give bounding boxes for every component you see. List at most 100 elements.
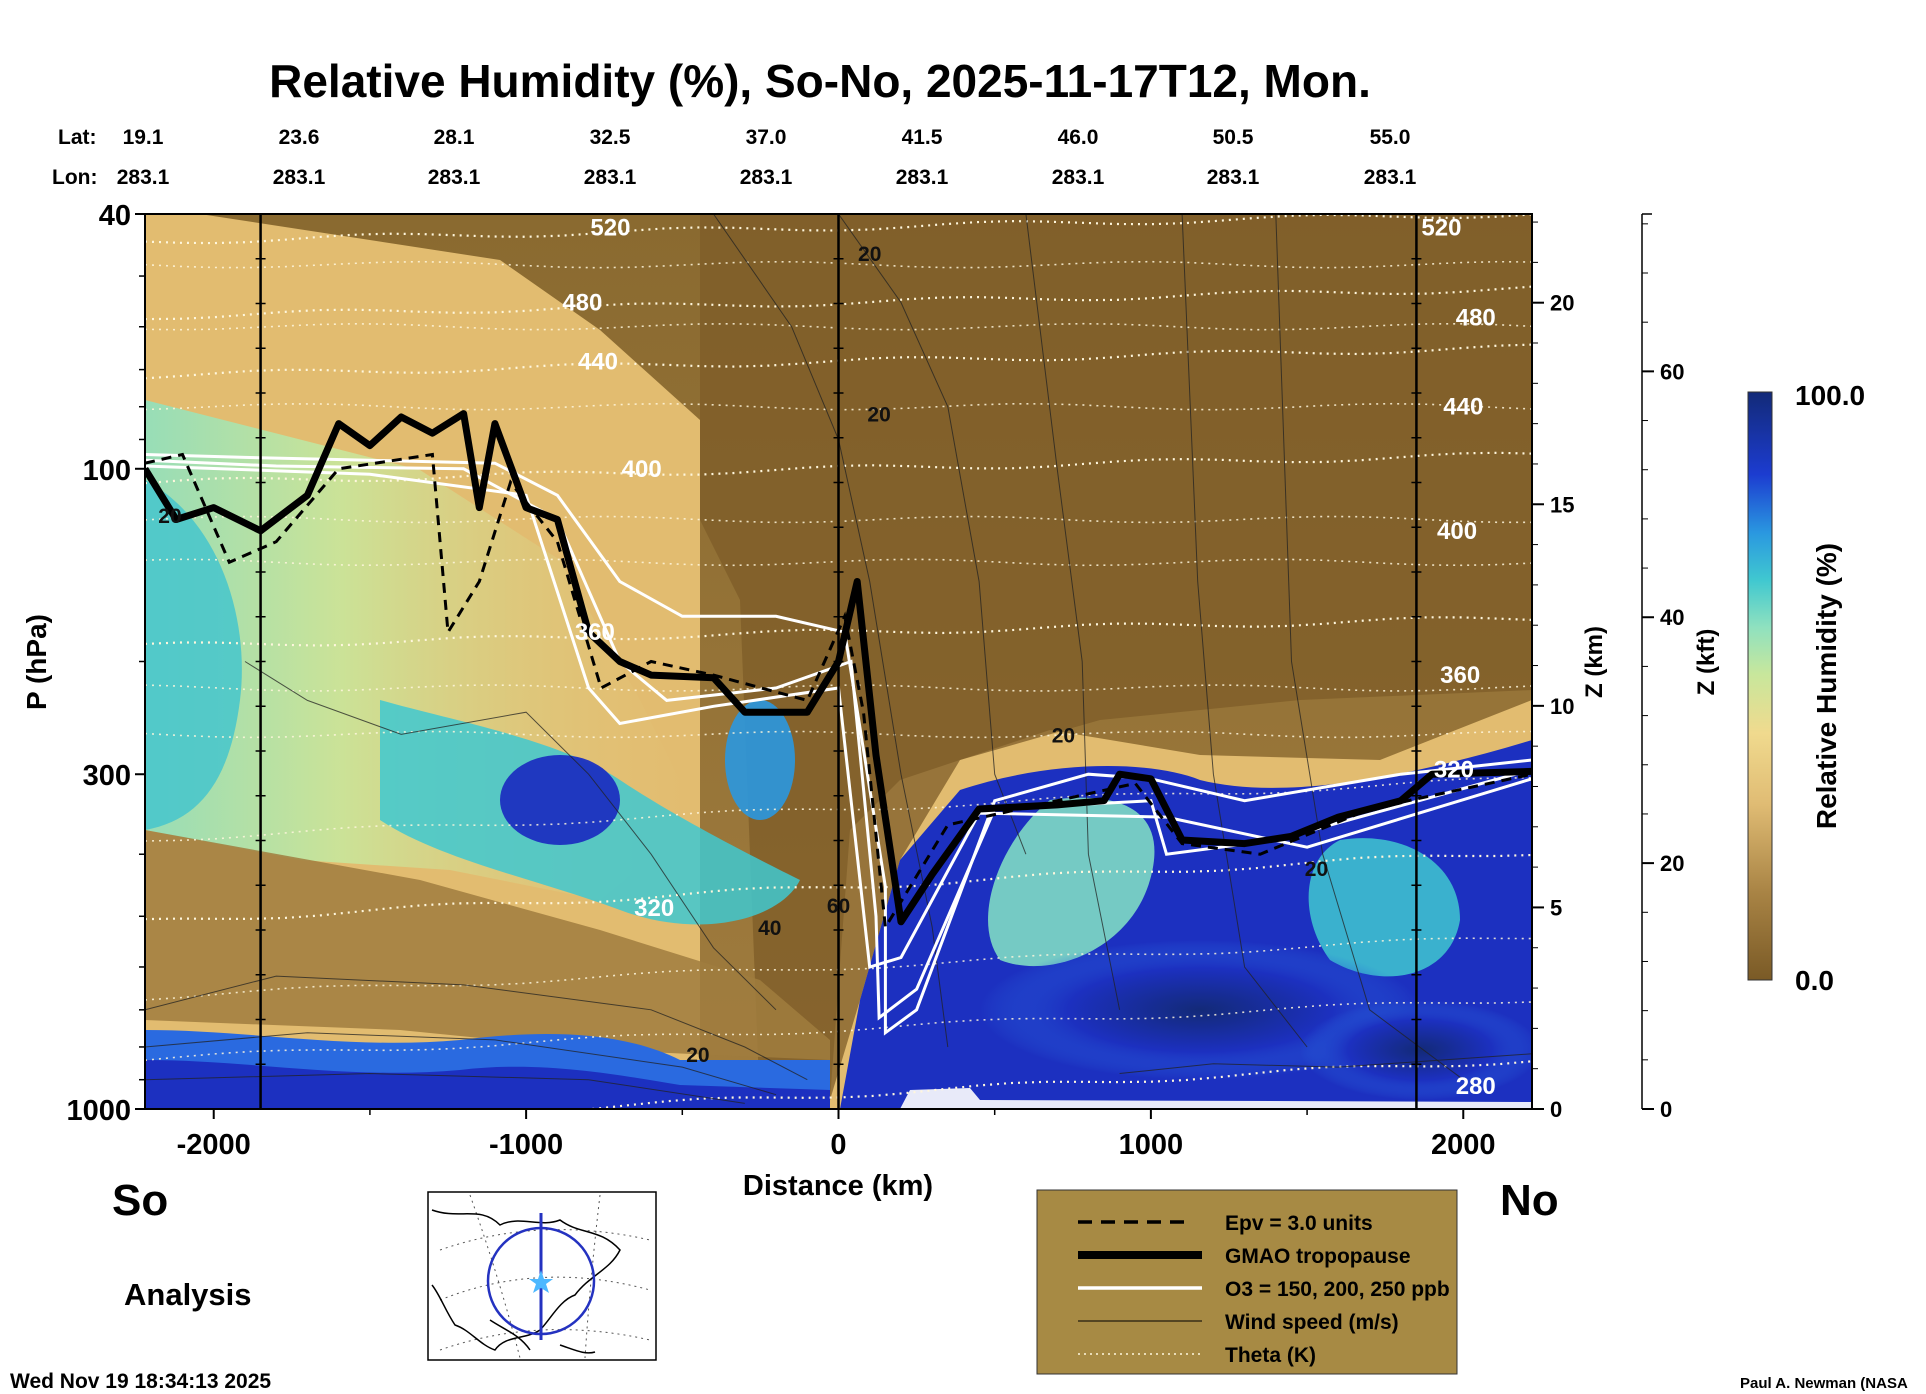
wind-contour [1119,1053,1532,1074]
south-label: So [112,1176,168,1225]
y-tick-label: 40 [99,200,131,232]
rh-field-blue-blob-2 [725,700,795,820]
colorbar-title: Relative Humidity (%) [1811,543,1842,829]
lon-value: 283.1 [273,166,326,189]
wind-contour [713,214,949,1048]
x-tick-label: -2000 [177,1129,251,1161]
epv-contour [145,452,1532,932]
wind-contour [1181,214,1308,1048]
x-tick-label: 0 [830,1129,846,1161]
lon-value: 283.1 [896,166,949,189]
lat-value: 55.0 [1370,126,1411,149]
colorbar [1747,391,1773,981]
z-kft-tick-label: 60 [1660,359,1684,384]
lat-lon-header: Lat: Lon: 19.1 23.6 28.1 32.5 37.0 41.5 46.0 50.5… [52,126,1417,189]
lon-value: 283.1 [1052,166,1105,189]
theta-label: 360 [1440,662,1480,689]
z-km-tick-label: 0 [1550,1097,1562,1122]
theta-label: 480 [562,290,602,317]
wind-contour [145,1072,745,1104]
rh-field-north-surface-white [900,1088,1532,1109]
timestamp: Wed Nov 19 18:34:13 2025 [10,1370,271,1393]
analysis-label: Analysis [124,1277,252,1312]
lat-value: 23.6 [279,126,320,149]
inset-map [427,1191,657,1361]
rh-field-blue-blob-1 [500,755,620,845]
z-km-tick-label: 20 [1550,291,1574,316]
epv-line [145,452,1532,932]
x-tick-label: 1000 [1119,1129,1184,1161]
lat-value: 32.5 [590,126,631,149]
wind-contour [1025,214,1121,1010]
z-km-tick-label: 5 [1550,895,1562,920]
lat-label: Lat: [58,126,97,149]
theta-label: 280 [1456,1073,1496,1100]
lon-value: 283.1 [740,166,793,189]
plot-area: 520 480 440 400 360 320 520 480 440 400 360 320 280 2… [145,214,1532,1109]
legend-label-ozone: O3 = 150, 200, 250 ppb [1225,1278,1450,1301]
lon-value: 283.1 [117,166,170,189]
colorbar-min-label: 0.0 [1795,965,1834,996]
rh-field-left-cyan [145,480,242,830]
legend-label-theta: Theta (K) [1225,1344,1316,1367]
theta-label: 320 [1434,757,1474,784]
lat-value: 37.0 [746,126,787,149]
rh-field-north-dark-2 [1300,1000,1532,1100]
lon-value: 283.1 [1364,166,1417,189]
y-axis: 40 100 300 1000 [66,200,145,1127]
theta-label: 360 [575,619,615,646]
credit: Paul A. Newman (NASA [1740,1375,1908,1392]
chart-title: Relative Humidity (%), So-No, 2025-11-17… [269,55,1371,107]
theta-label: 520 [590,215,630,242]
wind-contour [838,214,1027,855]
theta-label: 440 [1443,394,1483,421]
theta-label: 440 [578,349,618,376]
lat-value: 19.1 [123,126,164,149]
tropopause-path [145,410,1532,926]
rh-field-upper-dark [700,214,1532,1109]
z-km-axis: 20 15 10 5 0 [1531,214,1574,1122]
wind-label: 20 [1052,724,1075,747]
theta-label: 400 [622,456,662,483]
z-km-tick-label: 15 [1550,492,1574,517]
z-kft-tick-label: 40 [1660,605,1684,630]
wind-contour [244,661,777,1011]
y-axis-label: P (hPa) [21,614,52,710]
z-kft-axis: 60 40 20 0 [1641,213,1684,1122]
lon-value: 283.1 [584,166,637,189]
z-kft-axis-label: Z (kft) [1693,629,1720,696]
x-axis-label: Distance (km) [743,1170,933,1202]
wind-label: 40 [758,917,781,940]
y-tick-label: 100 [83,455,131,487]
theta-label: 520 [1421,215,1461,242]
legend-label-tropopause: GMAO tropopause [1225,1245,1411,1268]
wind-label: 20 [867,404,890,427]
lat-value: 41.5 [902,126,943,149]
wind-label: 20 [686,1044,709,1067]
map-center-star-icon [529,1270,553,1293]
z-km-tick-label: 10 [1550,694,1574,719]
lat-value: 28.1 [434,126,475,149]
wind-contour [145,1032,777,1096]
z-km-axis-label: Z (km) [1581,626,1608,698]
wind-label: 20 [1305,858,1328,881]
vertical-reference-lines [255,214,1422,1109]
rh-field-north-cyan-2 [1308,838,1460,977]
lat-value: 50.5 [1213,126,1254,149]
theta-label: 320 [634,895,674,922]
wind-contour [1275,214,1464,1081]
map-coastline [431,1209,621,1354]
north-label: No [1500,1176,1559,1225]
lat-value: 46.0 [1058,126,1099,149]
lon-value: 283.1 [428,166,481,189]
x-axis: -2000 -1000 0 1000 2000 [177,1109,1496,1161]
y-tick-label: 1000 [66,1095,131,1127]
wind-label: 60 [827,895,850,918]
wind-label: 20 [158,505,181,528]
lon-label: Lon: [52,166,97,189]
x-tick-label: -1000 [489,1129,563,1161]
y-tick-label: 300 [83,760,131,792]
tropopause-line [145,410,1532,926]
wind-label: 20 [858,243,881,266]
